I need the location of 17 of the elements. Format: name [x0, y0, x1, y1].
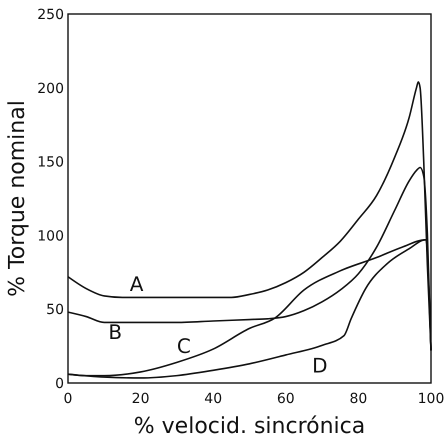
y-axis-title: % Torque nominal	[5, 100, 30, 297]
x-tick-label: 60	[276, 391, 295, 407]
x-tick-label: 100	[418, 391, 444, 407]
x-tick-label: 20	[132, 391, 150, 407]
y-tick-label: 100	[37, 228, 64, 244]
y-tick-label: 150	[37, 154, 64, 171]
series-label: C	[176, 334, 191, 358]
series-label: D	[312, 353, 328, 378]
y-tick-label: 250	[37, 7, 64, 23]
x-axis-title: % velocid. sincrónica	[134, 414, 366, 439]
y-tick-label: 200	[37, 80, 64, 97]
y-tick-label: 0	[55, 376, 64, 392]
x-tick-label: 40	[204, 391, 222, 407]
series-label: A	[130, 272, 144, 296]
series-label: B	[108, 320, 122, 344]
x-tick-label: 80	[349, 391, 368, 407]
y-tick-label: 50	[46, 302, 64, 318]
